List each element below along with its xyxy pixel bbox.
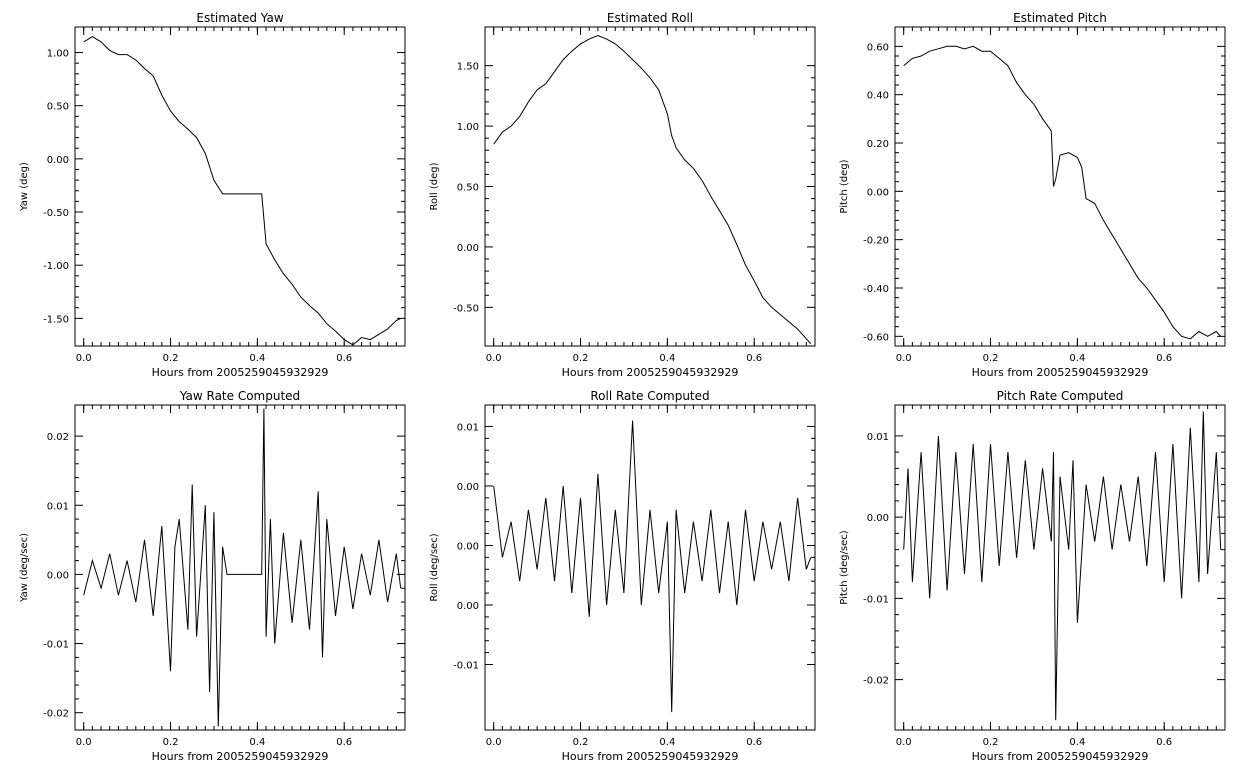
plot-frame [484,404,816,731]
y-tick-label: 0.00 [867,187,889,198]
y-tick-label: 1.00 [457,122,479,133]
y-tick-label: 0.50 [457,183,479,194]
x-axis-label: Hours from 2005259045932929 [562,750,739,763]
x-tick-label: 0.6 [1156,353,1172,364]
y-tick-label: 0.02 [47,432,69,443]
series-line [83,408,402,727]
y-tick-label: 0.01 [457,422,479,433]
y-tick-label: -0.20 [863,236,889,247]
series-line [493,34,812,344]
x-tick-label: 0.2 [983,737,999,748]
y-tick-label: 0.01 [867,432,889,443]
y-axis-label: Yaw (deg/sec) [19,533,30,603]
chart-panel-6: Pitch Rate Computed Hours from 2005259045… [839,389,1226,763]
y-tick-label: 0.50 [47,102,69,113]
x-tick-label: 0.0 [896,353,912,364]
y-axis-label: Yaw (deg) [19,162,30,212]
x-tick-label: 0.4 [1069,353,1085,364]
x-tick-label: 0.6 [1156,737,1172,748]
chart-title: Roll Rate Computed [590,389,709,403]
series-line [903,45,1222,340]
x-tick-label: 0.6 [336,737,352,748]
x-axis-label: Hours from 2005259045932929 [152,750,329,763]
x-tick-label: 0.0 [486,353,502,364]
plot-frame [484,26,816,347]
series-line [83,36,401,346]
chart-panel-1: Estimated Yaw Hours from 2005259045932929… [19,11,406,379]
x-tick-label: 0.2 [163,353,179,364]
y-tick-label: -0.40 [863,284,889,295]
x-tick-label: 0.4 [659,353,675,364]
x-tick-label: 0.4 [1069,737,1085,748]
plot-frame [74,26,406,347]
series-line [903,411,1222,721]
y-tick-label: 1.50 [457,62,479,73]
x-tick-label: 0.0 [76,353,92,364]
y-tick-label: -0.50 [453,303,479,314]
x-tick-label: 0.4 [249,353,265,364]
y-tick-label: -0.02 [43,709,69,720]
x-tick-label: 0.2 [573,353,589,364]
chart-panel-2: Estimated Roll Hours from 200525904593292… [429,11,816,379]
y-tick-label: 0.40 [867,91,889,102]
x-tick-label: 0.2 [573,737,589,748]
y-tick-label: 0.60 [867,42,889,53]
x-axis-label: Hours from 2005259045932929 [972,750,1149,763]
x-tick-label: 0.0 [896,737,912,748]
y-tick-label: 0.00 [457,243,479,254]
x-tick-label: 0.4 [249,737,265,748]
y-tick-label: 0.00 [457,541,479,552]
chart-title: Estimated Roll [607,11,693,25]
y-tick-label: 0.00 [47,570,69,581]
chart-panel-4: Yaw Rate Computed Hours from 200525904593… [19,389,406,763]
y-tick-label: 0.01 [47,501,69,512]
y-tick-label: -0.01 [863,594,889,605]
y-tick-label: 0.20 [867,139,889,150]
y-tick-label: -0.50 [43,208,69,219]
y-tick-label: -0.60 [863,332,889,343]
y-axis-label: Pitch (deg) [839,159,850,213]
y-tick-label: -1.00 [43,261,69,272]
y-axis-label: Pitch (deg/sec) [839,530,850,605]
chart-panel-5: Roll Rate Computed Hours from 20052590459… [429,389,816,763]
x-axis-label: Hours from 2005259045932929 [562,366,739,379]
y-tick-label: 1.00 [47,49,69,60]
y-tick-label: 0.00 [457,601,479,612]
y-tick-label: -0.01 [453,661,479,672]
chart-title: Yaw Rate Computed [179,389,300,403]
x-axis-label: Hours from 2005259045932929 [152,366,329,379]
chart-title: Pitch Rate Computed [997,389,1124,403]
series-line [493,420,812,713]
chart-title: Estimated Yaw [196,11,283,25]
x-tick-label: 0.0 [76,737,92,748]
chart-panel-3: Estimated Pitch Hours from 20052590459329… [839,11,1226,379]
x-tick-label: 0.6 [746,737,762,748]
plot-frame [74,404,406,731]
y-tick-label: -0.01 [43,640,69,651]
x-tick-label: 0.4 [659,737,675,748]
y-tick-label: 0.00 [457,482,479,493]
x-axis-label: Hours from 2005259045932929 [972,366,1149,379]
plot-frame [894,404,1226,731]
x-tick-label: 0.6 [336,353,352,364]
x-tick-label: 0.2 [163,737,179,748]
y-tick-label: 0.00 [867,513,889,524]
y-tick-label: -1.50 [43,314,69,325]
y-tick-label: -0.02 [863,676,889,687]
y-axis-label: Roll (deg/sec) [429,533,440,601]
chart-title: Estimated Pitch [1013,11,1107,25]
x-tick-label: 0.2 [983,353,999,364]
x-tick-label: 0.0 [486,737,502,748]
y-tick-label: 0.00 [47,155,69,166]
plot-frame [894,26,1226,347]
y-axis-label: Roll (deg) [429,162,440,210]
x-tick-label: 0.6 [746,353,762,364]
